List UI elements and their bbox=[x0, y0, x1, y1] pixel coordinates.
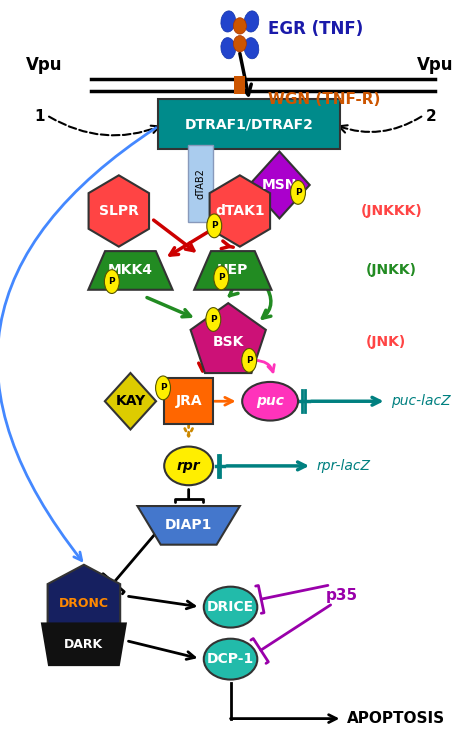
Text: WGN (TNF-R): WGN (TNF-R) bbox=[268, 92, 380, 107]
Ellipse shape bbox=[204, 586, 257, 627]
Ellipse shape bbox=[233, 36, 246, 52]
Text: DRONC: DRONC bbox=[59, 597, 109, 610]
Text: 2: 2 bbox=[425, 109, 436, 124]
Text: HEP: HEP bbox=[217, 263, 248, 278]
Text: BSK: BSK bbox=[212, 335, 244, 349]
Text: dTAK1: dTAK1 bbox=[215, 204, 264, 218]
Text: P: P bbox=[210, 315, 217, 324]
Text: DIAP1: DIAP1 bbox=[165, 518, 212, 533]
Text: Vpu: Vpu bbox=[26, 55, 63, 74]
Polygon shape bbox=[89, 175, 149, 247]
Text: DARK: DARK bbox=[64, 638, 103, 651]
Text: MSN: MSN bbox=[262, 178, 297, 192]
FancyBboxPatch shape bbox=[158, 98, 340, 149]
Text: KAY: KAY bbox=[115, 394, 146, 408]
Polygon shape bbox=[47, 565, 120, 642]
Text: Vpu: Vpu bbox=[417, 55, 454, 74]
Text: APOPTOSIS: APOPTOSIS bbox=[347, 711, 445, 726]
FancyBboxPatch shape bbox=[164, 378, 213, 424]
Text: MKK4: MKK4 bbox=[108, 263, 153, 278]
Text: rpr: rpr bbox=[177, 459, 201, 473]
Polygon shape bbox=[88, 251, 173, 289]
Circle shape bbox=[155, 376, 171, 400]
FancyBboxPatch shape bbox=[188, 145, 213, 222]
Ellipse shape bbox=[204, 639, 257, 680]
Text: P: P bbox=[211, 222, 218, 231]
Text: P: P bbox=[109, 277, 115, 286]
Text: rpr-lacZ: rpr-lacZ bbox=[317, 459, 371, 473]
Circle shape bbox=[242, 348, 256, 372]
Text: 1: 1 bbox=[35, 109, 45, 124]
Circle shape bbox=[214, 266, 228, 289]
Text: p35: p35 bbox=[326, 589, 358, 604]
Text: puc: puc bbox=[256, 394, 284, 408]
Circle shape bbox=[206, 307, 221, 331]
Text: JRA: JRA bbox=[175, 394, 202, 408]
Text: P: P bbox=[246, 356, 253, 365]
Polygon shape bbox=[194, 251, 272, 289]
Text: (JNKKK): (JNKKK) bbox=[361, 204, 423, 218]
Text: DCP-1: DCP-1 bbox=[207, 652, 254, 666]
Polygon shape bbox=[210, 175, 270, 247]
Text: EGR (TNF): EGR (TNF) bbox=[268, 20, 363, 38]
Ellipse shape bbox=[221, 37, 236, 59]
Polygon shape bbox=[249, 151, 310, 219]
Polygon shape bbox=[137, 506, 240, 545]
Circle shape bbox=[104, 270, 119, 293]
Circle shape bbox=[291, 181, 305, 204]
Ellipse shape bbox=[221, 11, 236, 32]
Ellipse shape bbox=[164, 447, 213, 485]
Text: DRICE: DRICE bbox=[207, 600, 254, 614]
Ellipse shape bbox=[244, 11, 259, 32]
Text: puc-lacZ: puc-lacZ bbox=[391, 394, 451, 408]
Ellipse shape bbox=[233, 18, 246, 34]
Text: P: P bbox=[218, 273, 225, 283]
Text: (JNKK): (JNKK) bbox=[365, 263, 417, 278]
Circle shape bbox=[207, 214, 222, 238]
Text: dTAB2: dTAB2 bbox=[195, 168, 205, 199]
Polygon shape bbox=[105, 373, 156, 430]
Polygon shape bbox=[42, 624, 126, 665]
FancyBboxPatch shape bbox=[234, 75, 246, 94]
Text: SLPR: SLPR bbox=[99, 204, 139, 218]
Text: P: P bbox=[295, 188, 301, 197]
Text: P: P bbox=[160, 383, 166, 392]
Polygon shape bbox=[191, 303, 266, 373]
Text: DTRAF1/DTRAF2: DTRAF1/DTRAF2 bbox=[185, 117, 314, 131]
Ellipse shape bbox=[242, 382, 298, 421]
Ellipse shape bbox=[244, 37, 259, 59]
Text: (JNK): (JNK) bbox=[365, 335, 406, 349]
